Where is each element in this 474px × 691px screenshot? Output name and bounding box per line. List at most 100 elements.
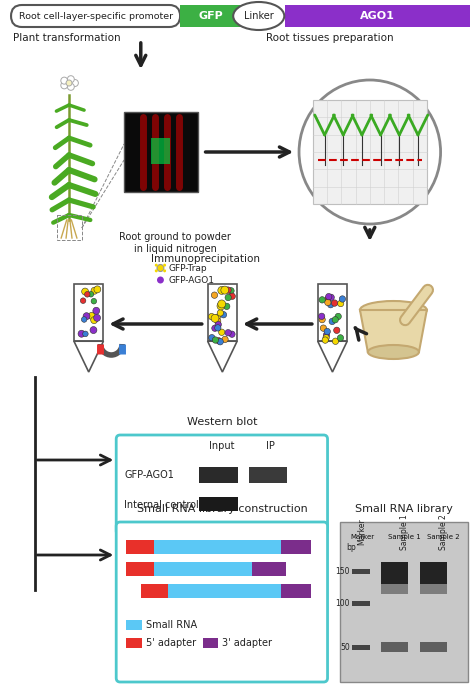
Text: Immunoprecipitation: Immunoprecipitation <box>151 254 260 264</box>
Polygon shape <box>318 341 347 372</box>
Bar <box>420 584 447 594</box>
Circle shape <box>320 325 327 332</box>
Circle shape <box>88 292 94 297</box>
Bar <box>313 100 427 204</box>
Circle shape <box>325 299 331 305</box>
Circle shape <box>94 286 101 293</box>
Bar <box>318 284 347 341</box>
Text: 5' adapter: 5' adapter <box>146 638 196 648</box>
Bar <box>252 562 286 576</box>
Circle shape <box>325 296 331 302</box>
Circle shape <box>337 301 344 307</box>
Text: 150: 150 <box>336 567 350 576</box>
Circle shape <box>332 316 338 323</box>
Circle shape <box>72 79 78 86</box>
Circle shape <box>229 331 235 337</box>
Text: Western blot: Western blot <box>187 417 257 427</box>
Circle shape <box>211 314 219 322</box>
Bar <box>74 284 103 341</box>
Bar <box>154 540 282 554</box>
Bar <box>199 497 238 511</box>
Bar <box>381 562 408 584</box>
Ellipse shape <box>368 345 419 359</box>
Text: Root tissues preparation: Root tissues preparation <box>265 33 393 43</box>
Text: Linker: Linker <box>244 11 273 21</box>
Circle shape <box>328 294 334 301</box>
Circle shape <box>331 300 338 306</box>
Circle shape <box>222 336 228 343</box>
Text: Plant transformation: Plant transformation <box>13 33 120 43</box>
FancyBboxPatch shape <box>11 5 180 27</box>
Text: AGO1: AGO1 <box>360 11 395 21</box>
Circle shape <box>322 337 328 343</box>
Bar <box>141 584 168 598</box>
Bar <box>154 562 252 576</box>
Circle shape <box>82 288 89 295</box>
Polygon shape <box>360 310 427 352</box>
Bar <box>381 642 408 652</box>
Bar <box>381 584 408 594</box>
Circle shape <box>218 300 226 308</box>
Circle shape <box>93 307 100 314</box>
Text: 100: 100 <box>336 600 350 609</box>
Circle shape <box>61 82 68 89</box>
Circle shape <box>337 334 344 341</box>
Bar <box>249 467 287 483</box>
Circle shape <box>61 77 68 84</box>
Circle shape <box>88 312 95 319</box>
Circle shape <box>219 329 225 335</box>
Circle shape <box>229 293 236 299</box>
Circle shape <box>84 292 90 297</box>
Text: Root cell-layer-specific promoter: Root cell-layer-specific promoter <box>18 12 173 21</box>
Circle shape <box>225 294 231 301</box>
Circle shape <box>211 292 218 299</box>
Text: GFP-AGO1: GFP-AGO1 <box>168 276 214 285</box>
Circle shape <box>335 313 341 320</box>
Circle shape <box>155 269 158 272</box>
Circle shape <box>82 331 88 337</box>
Circle shape <box>217 302 225 310</box>
Circle shape <box>163 264 166 267</box>
Bar <box>126 540 154 554</box>
Circle shape <box>326 294 332 300</box>
Circle shape <box>67 76 74 83</box>
Bar <box>352 569 370 574</box>
Bar <box>151 138 170 164</box>
FancyBboxPatch shape <box>116 522 328 682</box>
Bar <box>282 584 311 598</box>
Ellipse shape <box>360 301 427 319</box>
Circle shape <box>209 314 215 320</box>
Circle shape <box>66 80 72 86</box>
Circle shape <box>215 321 221 328</box>
Text: Sample 2: Sample 2 <box>439 514 448 550</box>
Circle shape <box>217 310 224 316</box>
Circle shape <box>163 269 166 272</box>
Text: bp: bp <box>346 542 356 551</box>
Circle shape <box>82 316 87 322</box>
Circle shape <box>332 338 338 344</box>
Bar <box>285 5 470 27</box>
Circle shape <box>212 337 219 343</box>
Bar <box>352 601 370 606</box>
Bar <box>180 5 241 27</box>
Text: Marker: Marker <box>350 534 374 540</box>
Circle shape <box>91 287 98 294</box>
Bar <box>126 620 142 630</box>
Circle shape <box>216 338 222 344</box>
Circle shape <box>220 312 227 318</box>
Text: GFP-AGO1: GFP-AGO1 <box>124 470 174 480</box>
Circle shape <box>323 332 329 339</box>
Polygon shape <box>74 341 103 372</box>
Polygon shape <box>208 341 237 372</box>
Circle shape <box>319 316 325 323</box>
Ellipse shape <box>233 2 284 30</box>
Text: 3' adapter: 3' adapter <box>222 638 273 648</box>
Circle shape <box>319 296 325 303</box>
Circle shape <box>83 313 90 320</box>
Circle shape <box>323 334 329 341</box>
Circle shape <box>217 339 223 345</box>
Text: Small RNA library: Small RNA library <box>356 504 453 514</box>
Circle shape <box>67 84 74 91</box>
Text: Sample 2: Sample 2 <box>427 534 460 540</box>
Circle shape <box>91 316 98 323</box>
